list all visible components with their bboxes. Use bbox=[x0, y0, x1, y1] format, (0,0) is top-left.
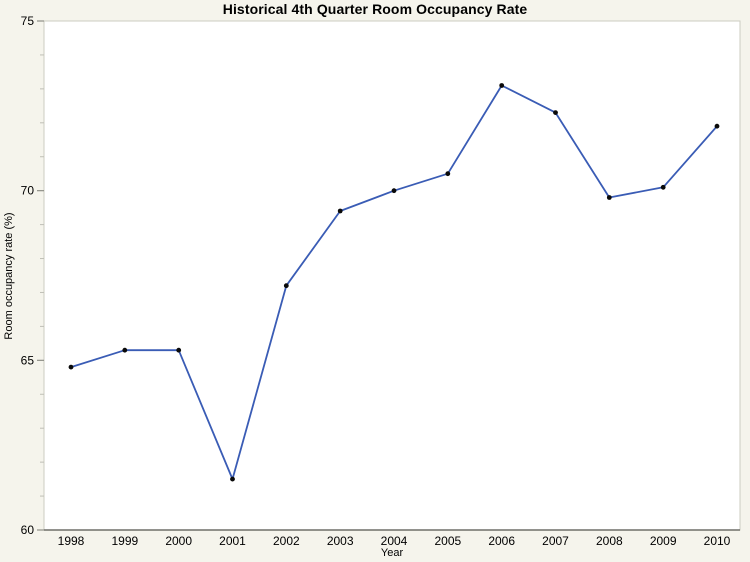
data-point-1999 bbox=[122, 347, 128, 353]
y-tick-label-65: 65 bbox=[21, 353, 35, 367]
chart-title: Historical 4th Quarter Room Occupancy Ra… bbox=[222, 1, 528, 17]
data-point-2009 bbox=[660, 184, 666, 190]
x-tick-label-2002: 2002 bbox=[273, 534, 300, 548]
y-tick-label-60: 60 bbox=[21, 523, 35, 537]
x-tick-label-2007: 2007 bbox=[542, 534, 569, 548]
y-axis-title: Room occupancy rate (%) bbox=[3, 212, 15, 339]
plot-area bbox=[43, 20, 741, 531]
data-point-2004 bbox=[391, 188, 397, 194]
data-point-2005 bbox=[445, 171, 451, 177]
x-tick-label-1998: 1998 bbox=[58, 534, 85, 548]
y-tick-label-70: 70 bbox=[21, 184, 35, 198]
x-tick-label-2006: 2006 bbox=[488, 534, 515, 548]
y-tick-label-75: 75 bbox=[21, 14, 35, 28]
data-point-2007 bbox=[553, 110, 558, 115]
data-point-2008 bbox=[606, 195, 612, 200]
x-axis-title: Year bbox=[380, 547, 404, 559]
data-point-2000 bbox=[176, 347, 182, 353]
data-point-2002 bbox=[283, 283, 289, 289]
data-point-2001 bbox=[230, 476, 235, 482]
data-point-2010 bbox=[714, 123, 720, 129]
x-tick-label-2001: 2001 bbox=[219, 534, 246, 548]
x-tick-label-2003: 2003 bbox=[327, 534, 354, 548]
data-point-2003 bbox=[337, 208, 343, 214]
x-tick-label-2010: 2010 bbox=[704, 534, 731, 548]
x-tick-label-2000: 2000 bbox=[165, 534, 192, 548]
x-tick-label-2005: 2005 bbox=[434, 534, 461, 548]
data-point-1998 bbox=[68, 364, 74, 370]
x-tick-label-2008: 2008 bbox=[596, 534, 623, 548]
x-tick-label-2009: 2009 bbox=[650, 534, 677, 548]
x-tick-label-1999: 1999 bbox=[111, 534, 138, 548]
data-point-2006 bbox=[499, 83, 505, 88]
x-tick-label-2004: 2004 bbox=[381, 534, 408, 548]
